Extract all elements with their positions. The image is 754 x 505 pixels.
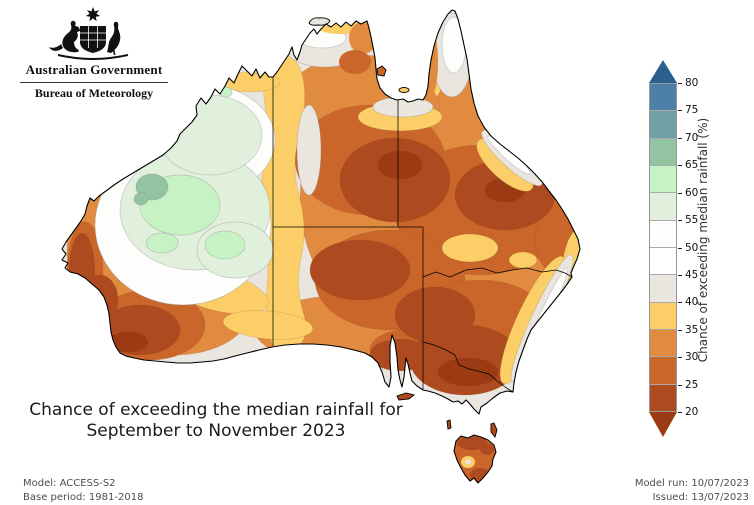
tasmania-coastline bbox=[453, 434, 497, 484]
shield bbox=[80, 26, 106, 53]
colorbar-segment-0 bbox=[650, 84, 676, 111]
scroll-banner bbox=[57, 54, 129, 60]
legend-title: Chance of exceeding median rainfall (%) bbox=[696, 117, 710, 363]
colorbar-segment-6 bbox=[650, 246, 676, 275]
flinders-island bbox=[490, 422, 498, 438]
colorbar-tick-70 bbox=[678, 137, 682, 139]
model-run-label: Model run: 10/07/2023 bbox=[634, 478, 749, 489]
logo-divider bbox=[20, 82, 168, 83]
colorbar-label-75: 75 bbox=[685, 104, 699, 117]
colorbar-tick-40 bbox=[678, 302, 682, 304]
kangaroo-silhouette bbox=[62, 20, 80, 53]
colorbar-label-40: 40 bbox=[685, 296, 699, 309]
colorbar-label-30: 30 bbox=[685, 351, 699, 364]
kangaroo-island bbox=[396, 392, 415, 401]
legend-colorbar: 80 75 70 65 60 55 50 45 40 35 30 25 20 bbox=[649, 60, 754, 460]
tiwi-islands bbox=[308, 17, 331, 26]
commonwealth-star bbox=[85, 7, 101, 22]
colorbar-segment-3 bbox=[650, 164, 676, 193]
colorbar-segment-4 bbox=[650, 192, 676, 220]
coat-of-arms-icon bbox=[49, 7, 129, 60]
colorbar-tick-60 bbox=[678, 192, 682, 194]
colorbar-segment-5 bbox=[650, 219, 676, 247]
colorbar-tick-45 bbox=[678, 274, 682, 276]
caption-line-1: Chance of exceeding the median rainfall … bbox=[29, 400, 403, 420]
footnote-right: Model run: 10/07/2023 Issued: 13/07/2023 bbox=[635, 477, 749, 504]
colorbar-tick-65 bbox=[678, 165, 682, 167]
model-label: Model: ACCESS-S2 bbox=[23, 478, 116, 489]
groote-eylandt bbox=[376, 65, 387, 77]
colorbar-segment-1 bbox=[650, 110, 676, 138]
colorbar-label-65: 65 bbox=[685, 159, 699, 172]
colorbar-label-70: 70 bbox=[685, 131, 699, 144]
caption-line-2: September to November 2023 bbox=[86, 421, 346, 441]
colorbar-segment-7 bbox=[650, 274, 676, 302]
border-qld-nsw bbox=[422, 267, 573, 278]
colorbar-segment-11 bbox=[650, 383, 676, 411]
colorbar-segment-8 bbox=[650, 301, 676, 329]
colorbar-tick-80 bbox=[678, 83, 682, 84]
colorbar-label-60: 60 bbox=[685, 186, 699, 199]
border-nsw-vic bbox=[422, 341, 514, 393]
kangaroo-tail bbox=[49, 44, 63, 51]
emu-leg bbox=[112, 48, 116, 55]
colorbar-tick-50 bbox=[678, 247, 682, 249]
band-40-45-patches bbox=[296, 104, 322, 196]
colorbar-arrow-above-80 bbox=[649, 60, 677, 83]
band-below-20 bbox=[107, 150, 526, 387]
islands bbox=[308, 17, 498, 438]
colorbar-segment-9 bbox=[650, 328, 676, 357]
map-caption: Chance of exceeding the median rainfall … bbox=[29, 400, 402, 442]
base-period-label: Base period: 1981-2018 bbox=[23, 491, 144, 503]
logo-text-government: Australian Government bbox=[25, 62, 163, 77]
colorbar-label-25: 25 bbox=[685, 378, 699, 391]
footnote-left: Model: ACCESS-S2 Base period: 1981-2018 bbox=[23, 477, 143, 504]
colorbar-label-50: 50 bbox=[685, 241, 699, 254]
king-island bbox=[446, 419, 452, 430]
issued-label: Issued: 13/07/2023 bbox=[652, 491, 749, 503]
colorbar-label-55: 55 bbox=[685, 214, 699, 227]
band-65-70 bbox=[133, 173, 169, 206]
colorbar-label-35: 35 bbox=[685, 323, 699, 336]
emu-silhouette bbox=[107, 21, 121, 53]
colorbar-label-20: 20 bbox=[685, 406, 699, 418]
colorbar-tick-35 bbox=[678, 329, 682, 331]
colorbar-label-45: 45 bbox=[685, 268, 699, 281]
colorbar-arrow-below-20 bbox=[649, 412, 677, 437]
colorbar-segment-2 bbox=[650, 137, 676, 165]
colorbar-segment-10 bbox=[650, 356, 676, 384]
colorbar-tick-20 bbox=[678, 412, 682, 413]
colorbar-label-80: 80 bbox=[685, 77, 699, 89]
mainland-coastline bbox=[61, 9, 581, 415]
mornington-island bbox=[398, 87, 410, 93]
state-borders bbox=[272, 77, 573, 393]
logo-text-bureau: Bureau of Meteorology bbox=[34, 86, 154, 100]
colorbar-tick-25 bbox=[678, 384, 682, 386]
colorbar-tick-55 bbox=[678, 220, 682, 222]
bom-logo: Australian Government Bureau of Meteorol… bbox=[14, 4, 174, 101]
colorbar-tick-75 bbox=[678, 110, 682, 112]
colorbar-tick-30 bbox=[678, 357, 682, 359]
colorbar-segments bbox=[649, 83, 677, 412]
